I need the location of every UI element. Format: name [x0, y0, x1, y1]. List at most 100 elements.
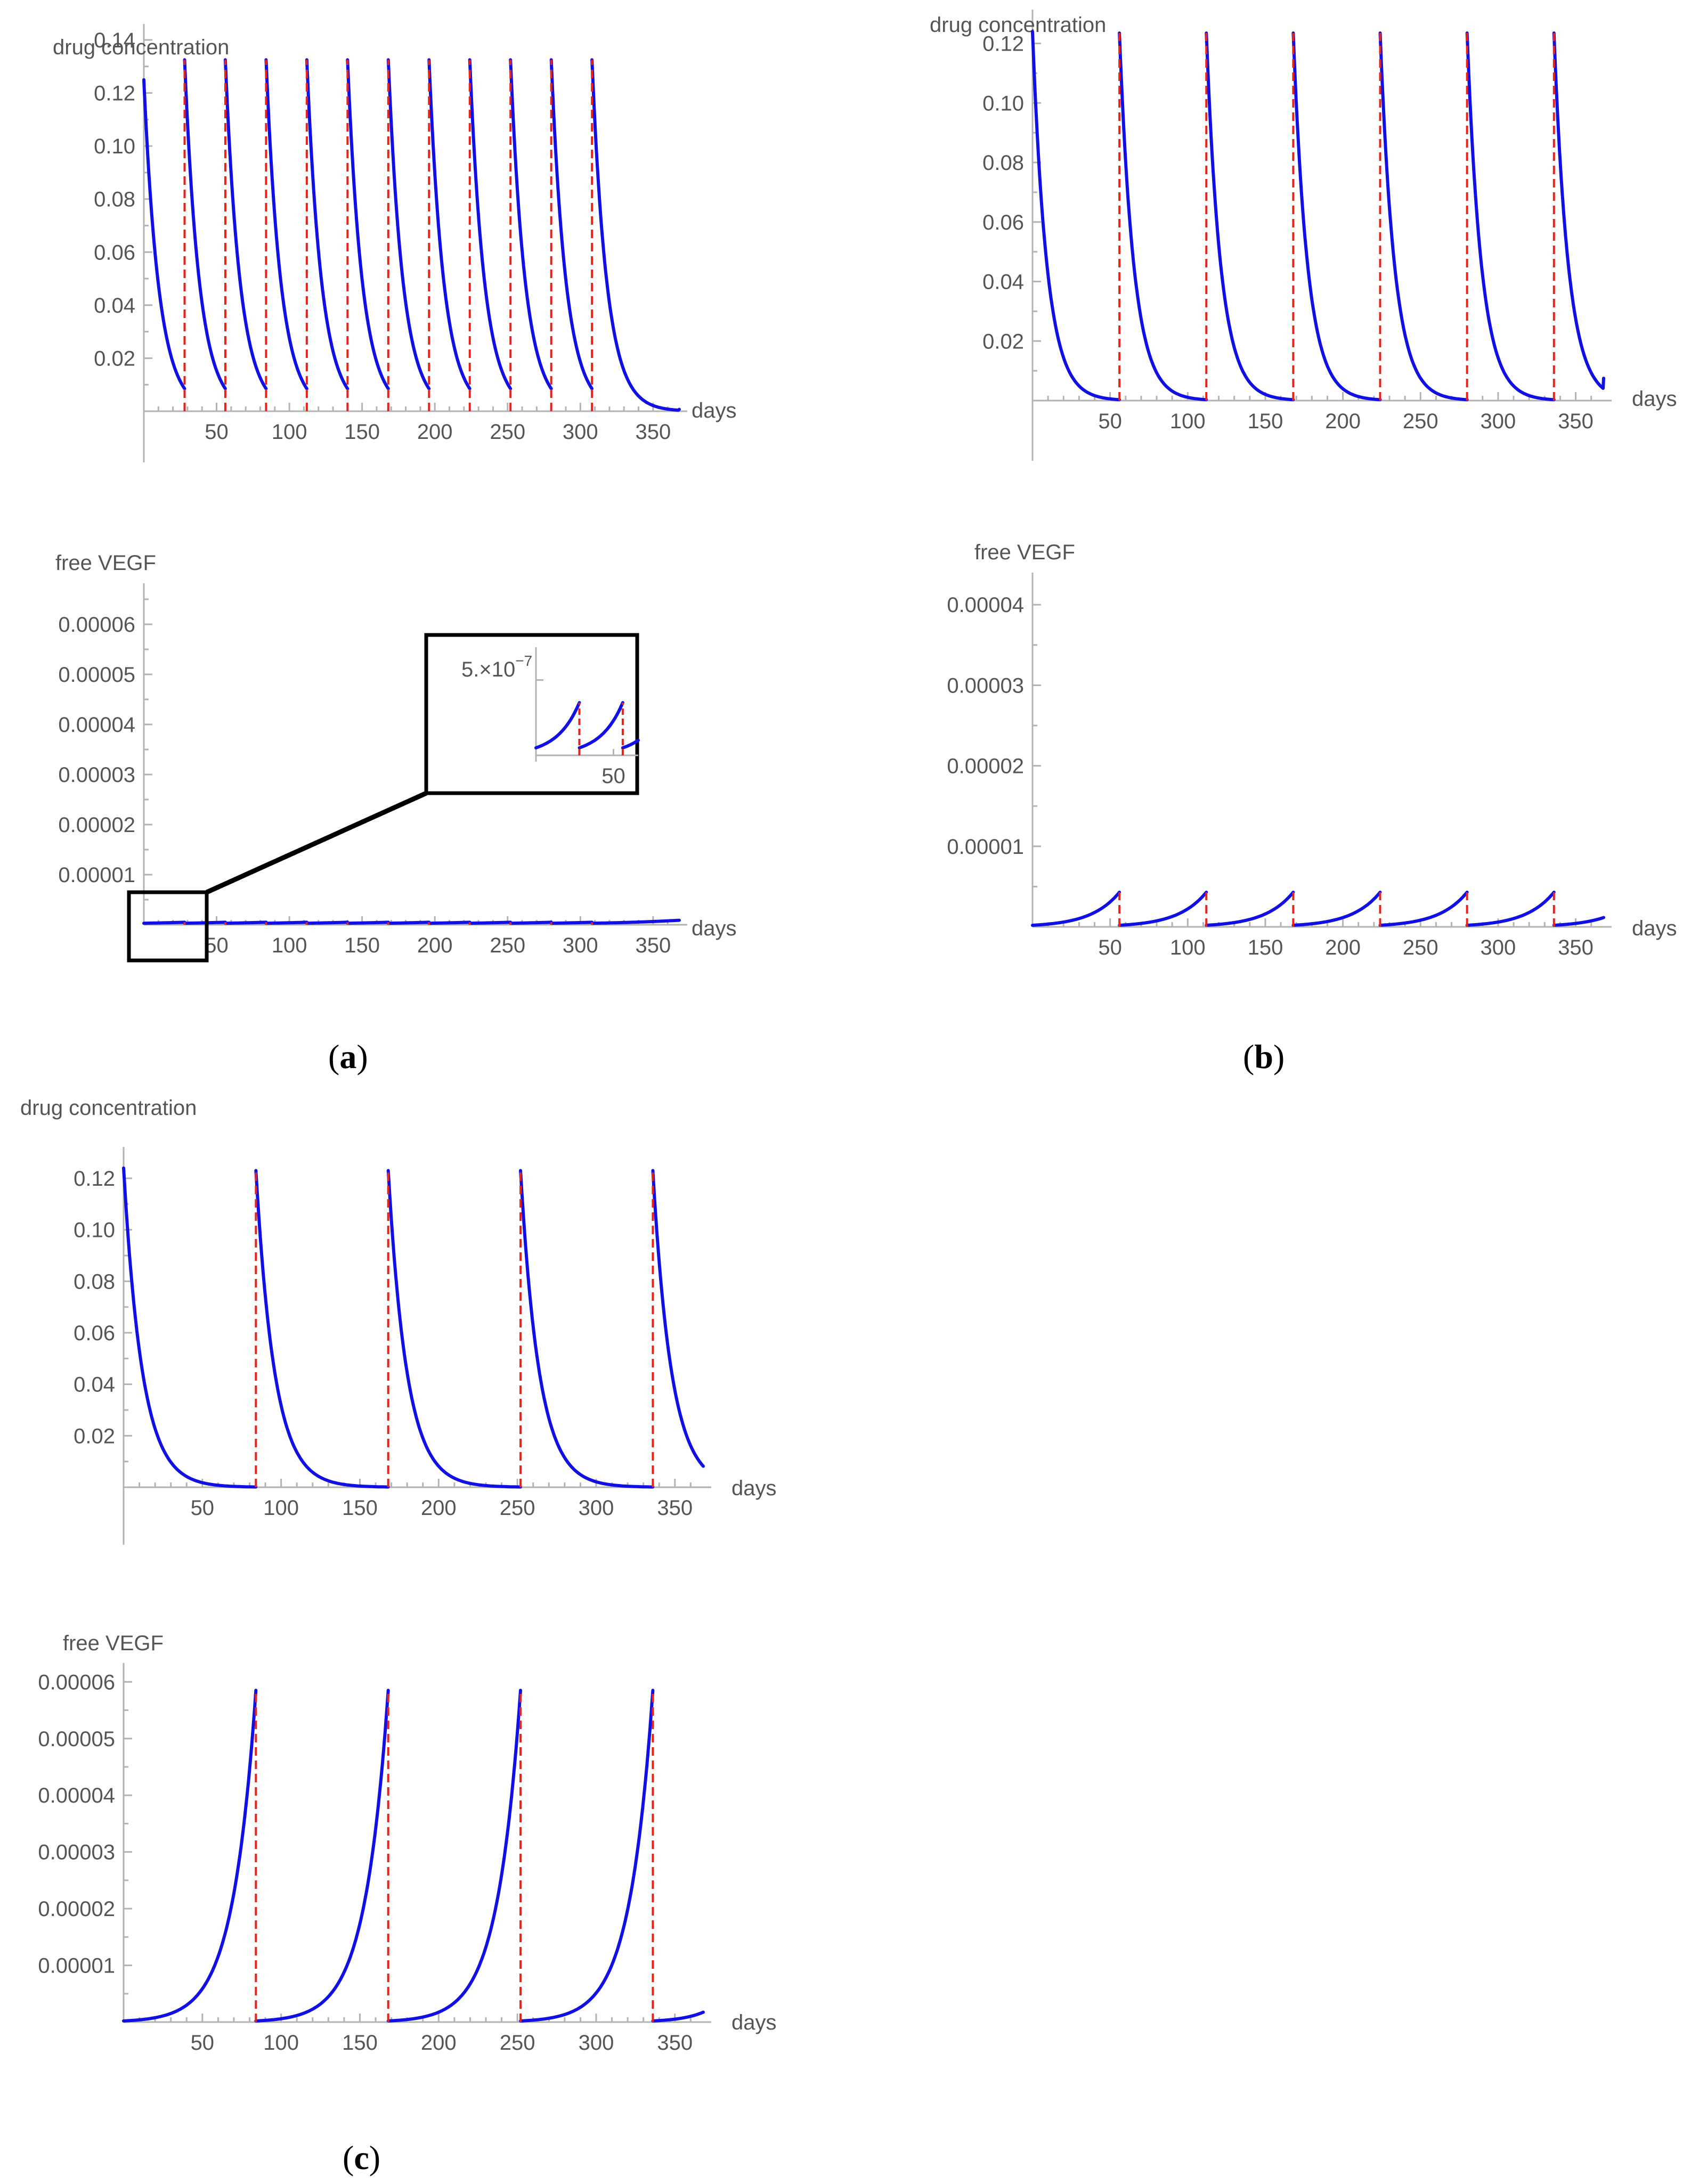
- y-tick-label: 0.00002: [58, 813, 135, 837]
- panel-label-c-letter: c: [354, 2139, 369, 2177]
- y-tick-label: 0.04: [94, 294, 135, 317]
- panel-label-a-letter: a: [339, 1038, 356, 1075]
- x-tick-label: 100: [1170, 936, 1206, 959]
- x-tick-label: 200: [421, 1496, 457, 1520]
- y-tick-label: 0.00001: [947, 835, 1024, 859]
- x-tick-label: 100: [1170, 410, 1206, 433]
- inset-x-tick-label: 50: [601, 764, 625, 788]
- x-axis-label: days: [731, 1477, 777, 1500]
- inset-frame: [424, 633, 639, 795]
- y-tick-label: 0.02: [982, 330, 1024, 353]
- x-tick-label: 200: [421, 2031, 457, 2055]
- y-tick-label: 0.08: [982, 151, 1024, 175]
- x-tick-label: 250: [500, 2031, 535, 2055]
- x-tick-label: 100: [272, 420, 307, 444]
- y-tick-label: 0.00003: [947, 674, 1024, 697]
- x-tick-label: 150: [1248, 936, 1283, 959]
- y-axis-label: free VEGF: [974, 541, 1075, 564]
- y-tick-label: 0.12: [982, 32, 1024, 56]
- x-axis-label: days: [1632, 387, 1677, 411]
- y-axis-label: free VEGF: [55, 551, 156, 575]
- x-tick-label: 300: [1481, 410, 1516, 433]
- panel-label-a: (a): [328, 1038, 368, 1075]
- x-tick-label: 150: [342, 2031, 378, 2055]
- y-axis-label: drug concentration: [53, 36, 229, 59]
- x-tick-label: 350: [635, 934, 671, 957]
- y-tick-label: 0.00005: [58, 663, 135, 687]
- x-tick-label: 100: [272, 934, 307, 957]
- zoom-source-box: [127, 890, 209, 963]
- panel-label-c: (c): [343, 2139, 380, 2177]
- x-tick-label: 350: [635, 420, 671, 444]
- series-line-a-drug: [142, 58, 681, 412]
- x-tick-label: 300: [563, 420, 598, 444]
- y-tick-label: 0.00001: [58, 863, 135, 887]
- svg-text:(c): (c): [343, 2139, 380, 2177]
- y-tick-label: 0.00004: [58, 713, 135, 737]
- y-tick-label: 0.06: [74, 1322, 115, 1345]
- x-axis-label: days: [1632, 917, 1677, 940]
- inset-y-tick-exponent: −7: [515, 653, 532, 669]
- inset-series-line: [534, 701, 640, 749]
- zoom-connector: [206, 791, 427, 895]
- y-tick-label: 0.04: [74, 1373, 115, 1397]
- x-tick-label: 200: [1325, 936, 1361, 959]
- series-line-c-vegf: [122, 1689, 705, 2023]
- x-tick-label: 350: [1558, 936, 1594, 959]
- inset-a-vegf: 5.×10−750: [127, 633, 640, 963]
- x-tick-label: 200: [417, 420, 453, 444]
- x-tick-label: 100: [263, 1496, 299, 1520]
- panel-label-b-letter: b: [1254, 1038, 1273, 1075]
- x-tick-label: 250: [1403, 936, 1438, 959]
- x-tick-label: 300: [563, 934, 598, 957]
- y-tick-label: 0.00004: [947, 593, 1024, 617]
- x-tick-label: 200: [1325, 410, 1361, 433]
- x-axis-label: days: [731, 2011, 777, 2034]
- chart-c-vegf: free VEGF days 50 100 150 200 250 300 350 0.00001…: [38, 1632, 776, 2055]
- chart-c-drug: drug concentration days 50 100 150 200 250 300 3…: [20, 1096, 777, 1545]
- x-tick-label: 150: [1248, 410, 1283, 433]
- plots-layer: drug concentration days 50 100 150 200 250 300 3…: [20, 10, 1677, 2055]
- x-tick-label: 100: [263, 2031, 299, 2055]
- y-tick-label: 0.00002: [38, 1897, 115, 1921]
- y-tick-label: 0.12: [74, 1167, 115, 1191]
- x-tick-label: 150: [344, 934, 380, 957]
- x-tick-label: 350: [657, 2031, 693, 2055]
- x-tick-label: 200: [417, 934, 453, 957]
- x-axis-label: days: [692, 917, 737, 940]
- y-tick-label: 0.02: [94, 347, 135, 370]
- y-tick-label: 0.00002: [947, 755, 1024, 778]
- series-line-b-drug: [1031, 30, 1605, 402]
- x-tick-label: 50: [1098, 410, 1122, 433]
- y-tick-label: 0.10: [74, 1219, 115, 1242]
- x-axis-label: days: [692, 399, 737, 422]
- chart-b-drug: drug concentration days 50 100 150 200 250 300 3…: [930, 10, 1677, 461]
- series-line-b-vegf: [1031, 891, 1605, 927]
- y-tick-label: 0.00003: [58, 763, 135, 787]
- x-tick-label: 250: [1403, 410, 1438, 433]
- chart-b-vegf: free VEGF days 50 100 150 200 250 300 350 0.00001…: [947, 541, 1677, 959]
- x-tick-label: 300: [579, 1496, 614, 1520]
- svg-text:(a): (a): [328, 1038, 368, 1075]
- y-axis-label: drug concentration: [930, 13, 1106, 37]
- x-tick-label: 250: [490, 934, 525, 957]
- y-tick-label: 0.04: [982, 271, 1024, 294]
- x-tick-label: 350: [1558, 410, 1594, 433]
- x-tick-label: 50: [191, 1496, 215, 1520]
- y-tick-label: 0.00006: [58, 613, 135, 637]
- y-axis-label: drug concentration: [20, 1096, 197, 1120]
- y-tick-label: 0.08: [74, 1270, 115, 1293]
- y-tick-label: 0.10: [982, 92, 1024, 115]
- svg-text:(b): (b): [1243, 1038, 1285, 1075]
- x-tick-label: 50: [205, 934, 229, 957]
- y-tick-label: 0.10: [94, 135, 135, 158]
- chart-a-vegf: free VEGF days 50 100 150 200 250 300 350 0.00001…: [55, 551, 737, 957]
- y-tick-label: 0.14: [94, 29, 135, 52]
- x-tick-label: 300: [1481, 936, 1516, 959]
- y-tick-label: 0.00005: [38, 1727, 115, 1751]
- y-axis-label: free VEGF: [63, 1632, 164, 1655]
- y-tick-label: 0.02: [74, 1424, 115, 1448]
- x-tick-label: 50: [191, 2031, 215, 2055]
- y-tick-label: 0.08: [94, 188, 135, 211]
